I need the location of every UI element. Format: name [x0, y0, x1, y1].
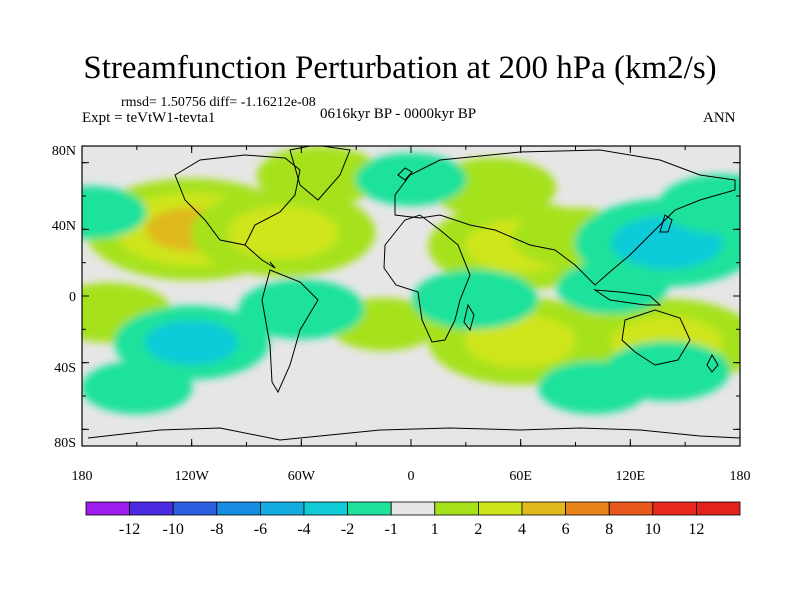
lat-label-80s: 80S — [54, 436, 76, 451]
contour-level — [82, 361, 193, 415]
contour-level — [411, 269, 538, 330]
lon-label-120e: 120E — [616, 469, 646, 484]
colorbar-swatch — [652, 501, 697, 516]
colorbar-swatch — [129, 501, 174, 516]
colorbar-swatch — [216, 501, 261, 516]
contour-level — [538, 361, 650, 415]
lon-label-60e: 60E — [509, 469, 532, 484]
anomaly-12 — [113, 305, 270, 380]
colorbar-swatch — [565, 501, 610, 516]
stats-line: rmsd= 1.50756 diff= -1.16212e-08 — [121, 95, 316, 110]
colorbar-label: 4 — [518, 521, 526, 538]
anomaly-20 — [538, 361, 650, 415]
anomaly-13 — [238, 279, 365, 340]
colorbar-swatch — [608, 501, 654, 516]
colorbar-swatch — [303, 501, 348, 516]
contour-level — [355, 152, 467, 206]
colorbar-label: 12 — [688, 521, 704, 538]
colorbar-label: -1 — [385, 521, 398, 538]
colorbar-swatch — [434, 501, 479, 516]
colorbar-label: 6 — [562, 521, 570, 538]
colorbar-label: -10 — [163, 521, 184, 538]
colorbar-label: -2 — [341, 521, 354, 538]
colorbar-swatch — [259, 501, 305, 516]
axis-ticks — [81, 146, 741, 446]
colorbar-label: 2 — [474, 521, 482, 538]
lon-label-180w: 180 — [72, 469, 93, 484]
colorbar-swatch — [347, 501, 392, 516]
anomaly-1 — [190, 188, 376, 277]
lon-label-60w: 60W — [288, 469, 316, 484]
lat-label-40n: 40N — [52, 219, 76, 234]
anomaly-19 — [82, 361, 193, 415]
lon-label-180e: 180 — [730, 469, 751, 484]
colorbar-label: -8 — [210, 521, 223, 538]
season-label: ANN — [703, 110, 736, 126]
colorbar-swatch — [172, 501, 218, 516]
lon-labels: 180 120W 60W 0 60E 120E 180 — [72, 469, 751, 484]
lat-label-0: 0 — [69, 290, 76, 305]
colorbar-swatch — [85, 501, 130, 516]
colorbar-swatch — [521, 501, 566, 516]
plot-area — [82, 146, 740, 446]
colorbar-swatch — [696, 501, 741, 516]
contour-level — [238, 279, 365, 340]
colorbar-labels: -12 -10 -8 -6 -4 -2 -1 1 2 4 6 8 10 12 — [119, 521, 704, 538]
lon-label-0: 0 — [408, 469, 415, 484]
anomaly-16 — [658, 174, 740, 235]
colorbar-label: -12 — [119, 521, 140, 538]
contour-level — [658, 174, 740, 235]
colorbar-label: -4 — [297, 521, 310, 538]
colorbar-swatch — [390, 501, 436, 516]
colorbar — [85, 501, 741, 516]
anomaly-15 — [556, 261, 668, 315]
lat-label-80n: 80N — [52, 144, 76, 159]
period-label: 0616kyr BP - 0000kyr BP — [320, 106, 477, 122]
lon-label-120w: 120W — [175, 469, 210, 484]
lat-labels: 80N 40N 0 40S 80S — [52, 144, 76, 451]
anomaly-11 — [355, 152, 467, 206]
lat-label-40s: 40S — [54, 361, 76, 376]
coastlines — [87, 146, 740, 441]
colorbar-label: 10 — [645, 521, 661, 538]
chart-title: Streamfunction Perturbation at 200 hPa (… — [83, 50, 717, 86]
anomaly-17 — [82, 186, 147, 240]
colorbar-label: -6 — [254, 521, 267, 538]
colorbar-label: 8 — [605, 521, 613, 538]
colorbar-label: 1 — [431, 521, 439, 538]
anomaly-14 — [411, 269, 538, 330]
experiment-label: Expt = teVtW1-tevta1 — [82, 110, 216, 126]
contour-level — [556, 261, 668, 315]
contour-fields — [82, 146, 740, 415]
contour-level — [82, 186, 147, 240]
contour-level — [227, 206, 339, 260]
colorbar-swatch — [477, 501, 523, 516]
contour-level — [145, 320, 239, 365]
